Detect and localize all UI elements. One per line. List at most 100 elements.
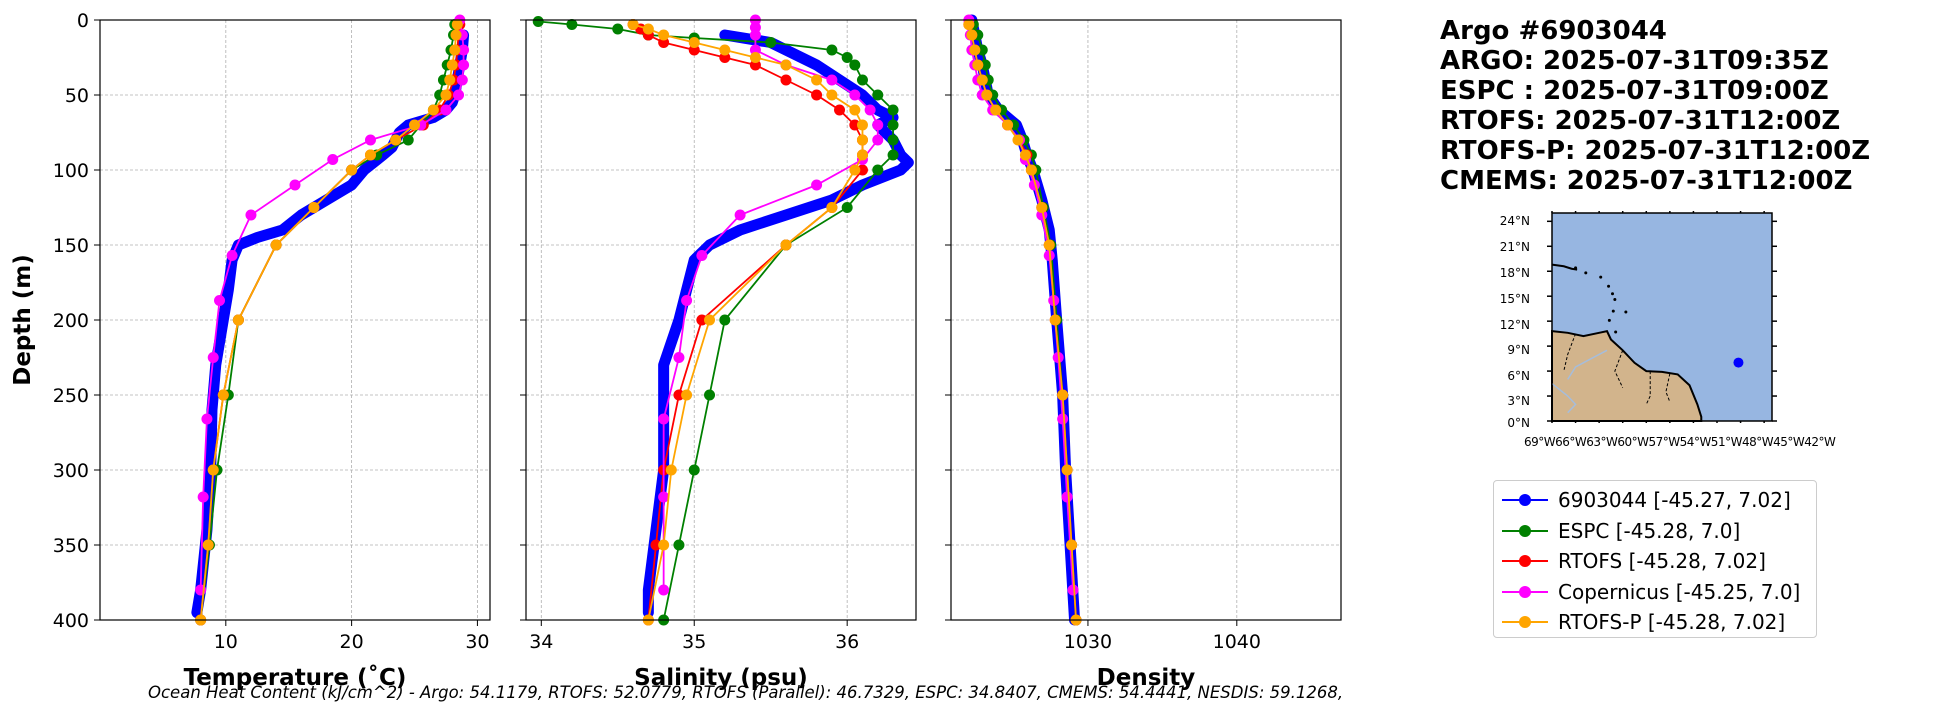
series-line [191,29,470,618]
map-island [1584,271,1588,275]
y-tick-label: 100 [53,160,89,182]
x-axis-label: Salinity (psu) [634,665,808,691]
legend-item-argo: 6903044 [-45.27, 7.02] [1494,485,1816,516]
x-tick-label: 30 [465,631,489,653]
data-point [450,29,462,41]
data-point [1066,539,1078,551]
legend-swatch [1502,490,1548,510]
series-rtofs-p [627,19,868,626]
series-line [662,20,879,590]
data-point [1061,491,1073,503]
figure-title-block: Argo #6903044 ARGO: 2025-07-31T09:35Z ES… [1440,16,1870,196]
data-point [872,164,884,176]
data-point [1036,202,1048,213]
series-line [642,29,914,618]
series-line [632,23,864,621]
data-point [1043,239,1055,251]
x-axis-label: Density [1097,665,1196,691]
data-point [566,19,578,30]
data-point [665,464,677,476]
data-point [749,29,761,41]
data-point [696,314,708,326]
data-point [780,74,792,86]
data-point [658,413,670,425]
x-tick-label: 35 [682,631,706,653]
series-espc [532,16,899,626]
x-tick-label: 34 [529,631,553,653]
data-point [969,44,981,56]
legend-swatch [1502,582,1548,602]
legend-swatch [1502,521,1548,541]
title-line-rtofs: RTOFS: 2025-07-31T12:00Z [1440,106,1841,136]
panel-2: 34 35 36 Salinity (psu) [520,14,917,691]
y-tick-label: 150 [53,235,89,257]
legend-swatch [1502,612,1548,632]
map-lat-label: 24°N [1499,214,1530,228]
data-point [658,539,670,551]
data-point [458,59,470,71]
data-point [749,52,761,63]
data-point [270,239,282,251]
data-point [346,164,358,176]
series-rtofs [963,19,1082,626]
data-point [887,149,899,161]
series-rtofs-p [963,19,1082,626]
data-point [1025,164,1037,176]
data-point [688,464,700,476]
y-tick-label: 400 [53,610,89,632]
data-point [1002,119,1014,131]
data-point [704,389,716,401]
y-tick-label: 0 [77,10,89,32]
map-lat-label: 3°N [1507,394,1530,408]
map-island [1614,330,1618,334]
data-point [1067,584,1079,596]
series-line [199,19,465,591]
series-6903044 [642,29,914,618]
data-point [856,149,868,161]
data-point [673,389,685,401]
data-point [364,134,376,146]
data-point [444,74,456,86]
data-point [364,149,376,161]
data-point [658,584,670,596]
map-frame [1551,212,1773,422]
data-point [826,74,838,86]
legend-item-rtofs: RTOFS [-45.28, 7.02] [1494,546,1816,577]
data-point [202,539,214,551]
map-river [1567,349,1608,380]
series-rtofs-p [195,19,463,626]
data-point [532,16,544,27]
map-island [1624,310,1628,314]
data-point [673,352,685,363]
data-point [856,74,868,86]
data-point [207,352,219,363]
panel-1: 0 50 100 150 200 250 300 350 400 10 20 30 Temperatur… [10,10,491,691]
map-border [1665,373,1671,403]
data-point [856,134,868,146]
data-point [1049,314,1061,326]
title-line-argo: ARGO: 2025-07-31T09:35Z [1440,46,1829,76]
map-lat-label: 18°N [1499,266,1530,280]
data-point [872,89,884,101]
series-copernicus [963,14,1079,596]
data-point [849,89,861,101]
data-point [704,314,716,326]
map-river [1551,382,1577,414]
map-island [1611,309,1615,313]
y-tick-label: 50 [65,85,89,107]
data-point [864,104,876,116]
data-point [427,104,439,116]
data-point [872,134,884,146]
data-point [197,491,209,503]
data-point [811,179,823,191]
title-line-float: Argo #6903044 [1440,16,1667,46]
map-island [1599,275,1603,279]
x-tick-label: 1040 [1213,631,1261,653]
ocean-heat-content-footer: Ocean Heat Content (kJ/cm^2) - Argo: 54.… [148,683,1344,702]
data-point [972,59,984,71]
map-lat-label: 21°N [1499,240,1530,254]
data-point [232,314,244,326]
series-6903044 [191,29,470,618]
data-point [217,389,229,401]
data-point [780,239,792,251]
